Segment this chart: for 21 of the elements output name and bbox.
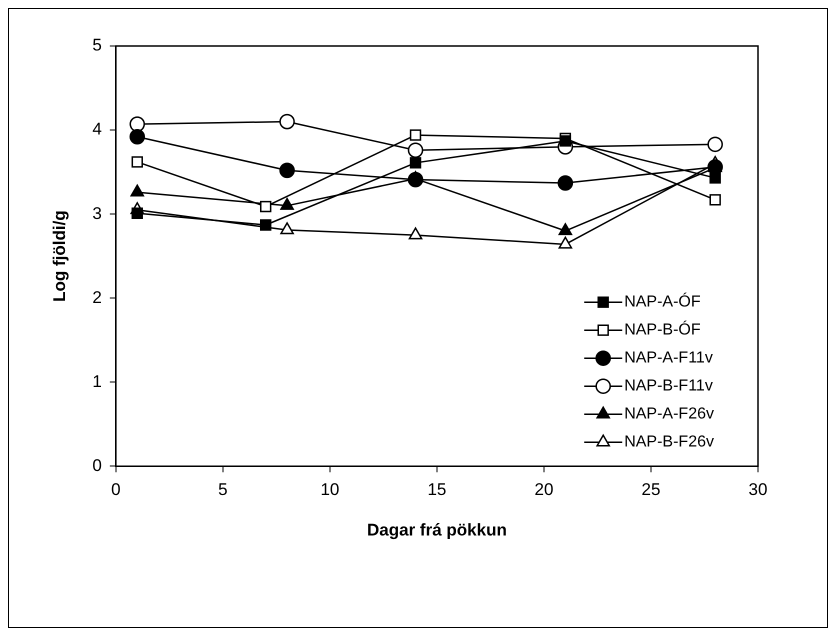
x-tick-label: 20 bbox=[534, 480, 554, 500]
y-tick-label: 2 bbox=[92, 288, 102, 307]
x-tick-label: 0 bbox=[111, 480, 121, 500]
legend-label: NAP-A-F26v bbox=[624, 406, 714, 423]
legend-label: NAP-B-ÓF bbox=[624, 320, 701, 339]
x-tick-label: 15 bbox=[427, 480, 446, 500]
y-axis-title: Log fjöldi/g bbox=[50, 210, 69, 302]
x-tick-label: 10 bbox=[320, 480, 340, 500]
x-tick-label: 5 bbox=[218, 480, 228, 500]
x-tick-label: 25 bbox=[642, 480, 660, 500]
legend-label: NAP-A-ÓF bbox=[624, 292, 701, 311]
x-tick-label: 30 bbox=[748, 480, 768, 500]
y-tick-label: 0 bbox=[92, 456, 102, 475]
legend-label: NAP-B-F26v bbox=[624, 434, 714, 451]
legend-label: NAP-B-F11v bbox=[624, 378, 713, 395]
y-tick-label: 4 bbox=[92, 120, 102, 139]
x-axis-title: Dagar frá pökkun bbox=[367, 520, 507, 540]
y-tick-label: 5 bbox=[92, 36, 102, 55]
y-tick-label: 3 bbox=[92, 204, 102, 223]
legend-label: NAP-A-F11v bbox=[624, 350, 713, 367]
y-tick-label: 1 bbox=[92, 372, 102, 391]
